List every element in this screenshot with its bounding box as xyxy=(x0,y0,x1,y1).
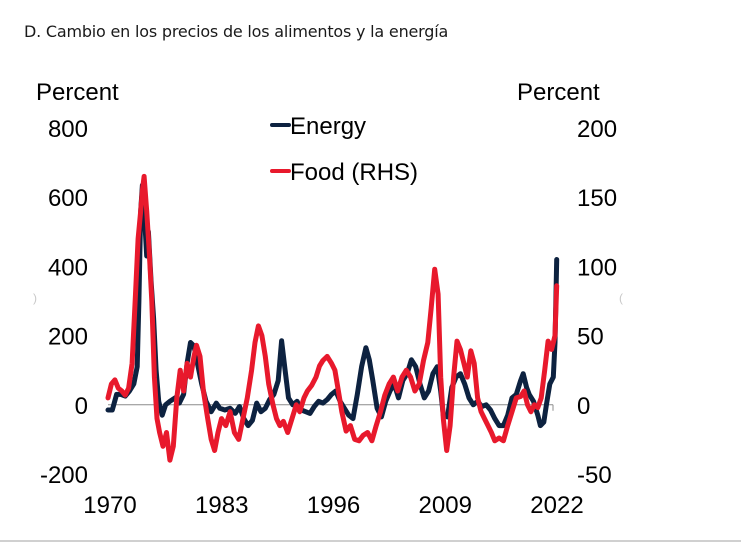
right-tick-label: 0 xyxy=(577,393,590,420)
series-line-food-rhs xyxy=(105,173,560,463)
series-layer xyxy=(105,173,560,463)
right-tick-label: 50 xyxy=(577,324,604,351)
right-tick-label: 200 xyxy=(577,116,617,143)
legend-label-food: Food (RHS) xyxy=(290,159,418,186)
series-line-energy xyxy=(105,182,560,429)
left-tick-label: 0 xyxy=(75,393,88,420)
left-axis-ticks: 800 600 400 200 0 -200 xyxy=(40,116,88,489)
left-axis-label: Percent xyxy=(36,79,119,106)
left-tick-label: 600 xyxy=(48,185,88,212)
x-axis-ticks: 1970 1983 1996 2009 2022 xyxy=(83,492,583,519)
right-tick-label: 100 xyxy=(577,254,617,281)
left-tick-label: -200 xyxy=(40,462,88,489)
x-tick-label: 1983 xyxy=(195,492,248,519)
left-tick-label: 400 xyxy=(48,254,88,281)
bottom-divider xyxy=(0,540,741,542)
x-tick-label: 1996 xyxy=(307,492,360,519)
x-tick-label: 2022 xyxy=(530,492,583,519)
carousel-next-arrow-icon[interactable]: ( xyxy=(619,291,623,305)
legend-label-energy: Energy xyxy=(290,113,366,140)
left-tick-label: 800 xyxy=(48,116,88,143)
right-tick-label: 150 xyxy=(577,185,617,212)
right-tick-label: -50 xyxy=(577,462,612,489)
right-axis-label: Percent xyxy=(517,79,600,106)
x-tick-label: 2009 xyxy=(419,492,472,519)
legend: Energy Food (RHS) xyxy=(270,113,418,186)
left-tick-label: 200 xyxy=(48,324,88,351)
x-tick-label: 1970 xyxy=(83,492,136,519)
chart-title: D. Cambio en los precios de los alimento… xyxy=(24,22,449,41)
right-axis-ticks: 200 150 100 50 0 -50 xyxy=(577,116,617,489)
carousel-prev-arrow-icon[interactable]: ) xyxy=(33,291,37,305)
